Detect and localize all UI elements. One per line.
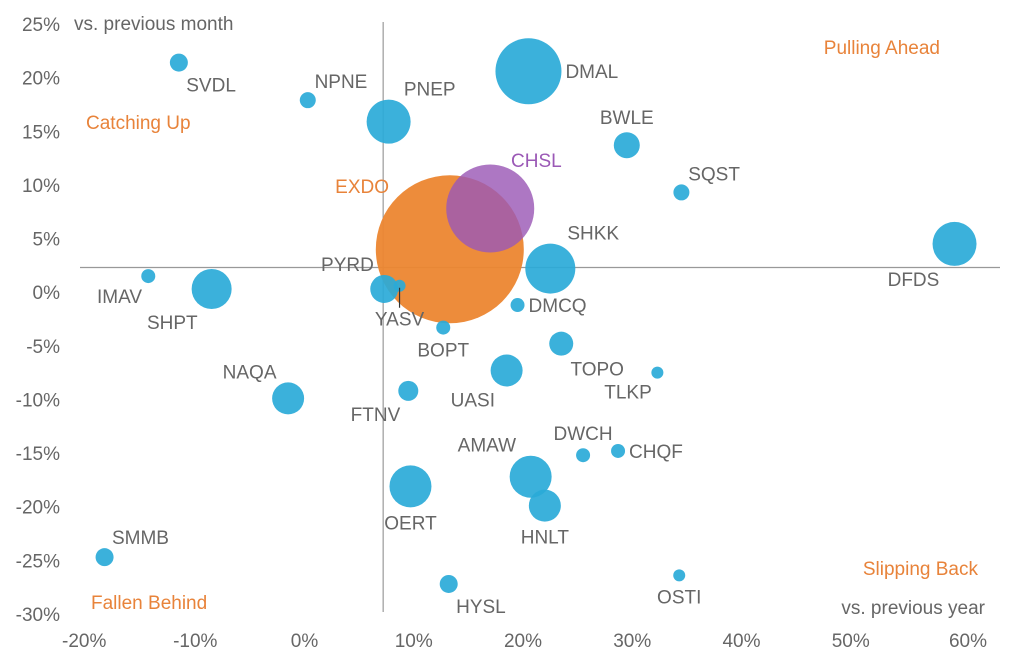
y-tick-label: -30%	[16, 605, 60, 626]
y-tick-label: -25%	[16, 551, 60, 572]
label-topo: TOPO	[570, 360, 624, 381]
point-dfds	[932, 221, 977, 266]
point-tlkp	[651, 366, 664, 379]
x-tick-label: 60%	[949, 631, 987, 652]
point-oert	[389, 465, 432, 508]
label-exdo: EXDO	[335, 177, 389, 198]
y-tick-label: -20%	[16, 498, 60, 519]
label-oert: OERT	[384, 513, 437, 534]
point-sqst	[673, 184, 690, 201]
x-axis-ticks: -20% -10% 0% 10% 20% 30% 40% 50% 60%	[62, 631, 987, 652]
point-amaw	[509, 455, 552, 498]
label-npne: NPNE	[315, 72, 368, 93]
x-tick-label: 10%	[395, 631, 433, 652]
label-amaw: AMAW	[458, 436, 516, 457]
label-uasi: UASI	[451, 390, 495, 411]
label-naqa: NAQA	[223, 362, 277, 383]
point-shkk	[525, 243, 576, 294]
label-svdl: SVDL	[186, 76, 236, 97]
label-shkk: SHKK	[567, 224, 619, 245]
y-tick-label: 10%	[22, 176, 60, 197]
label-tlkp: TLKP	[604, 383, 652, 404]
point-naqa	[272, 382, 305, 415]
x-tick-label: 50%	[832, 631, 870, 652]
y-tick-label: -10%	[16, 390, 60, 411]
label-chqf: CHQF	[629, 442, 683, 463]
point-yasv	[393, 279, 406, 292]
quadrant-label-bottom-left: Fallen Behind	[91, 593, 207, 614]
point-hysl	[439, 574, 458, 593]
quadrant-label-bottom-right: Slipping Back	[863, 559, 979, 580]
label-hysl: HYSL	[456, 597, 506, 618]
label-osti: OSTI	[657, 587, 701, 608]
quadrant-label-top-right: Pulling Ahead	[824, 38, 940, 59]
point-shpt	[191, 268, 232, 309]
label-dmcq: DMCQ	[529, 296, 587, 317]
point-topo	[549, 331, 574, 356]
point-dwch	[576, 448, 591, 463]
point-svdl	[169, 53, 188, 72]
x-tick-label: -10%	[173, 631, 217, 652]
point-npne	[299, 92, 316, 109]
label-dwch: DWCH	[554, 424, 613, 445]
x-tick-label: 30%	[613, 631, 651, 652]
label-yasv: YASV	[375, 310, 425, 331]
label-imav: IMAV	[97, 287, 142, 308]
label-ftnv: FTNV	[351, 405, 401, 426]
y-axis-ticks: 25% 20% 15% 10% 5% 0% -5% -10% -15% -20% -25% -30%	[16, 15, 60, 626]
label-dfds: DFDS	[888, 270, 940, 291]
x-tick-label: 20%	[504, 631, 542, 652]
point-hnlt	[528, 489, 561, 522]
point-chsl	[446, 164, 535, 253]
label-shpt: SHPT	[147, 313, 198, 334]
point-uasi	[490, 354, 523, 387]
x-axis-label: vs. previous year	[841, 598, 985, 619]
data-labels: SVDL NPNE PNEP DMAL BWLE SQST EXDO CHSL SHKK DFDS…	[97, 62, 939, 618]
y-tick-label: 25%	[22, 15, 60, 36]
label-pnep: PNEP	[404, 80, 456, 101]
label-dmal: DMAL	[565, 62, 618, 83]
point-pyrd	[370, 274, 399, 303]
y-axis-label: vs. previous month	[74, 14, 233, 35]
point-dmcq	[510, 298, 525, 313]
data-points	[95, 38, 977, 593]
y-tick-label: 0%	[33, 283, 61, 304]
label-bopt: BOPT	[417, 341, 469, 362]
label-bwle: BWLE	[600, 108, 654, 129]
label-chsl: CHSL	[511, 151, 562, 172]
point-bwle	[613, 132, 640, 159]
y-tick-label: 15%	[22, 122, 60, 143]
point-imav	[141, 269, 156, 284]
x-tick-label: -20%	[62, 631, 106, 652]
x-tick-label: 40%	[722, 631, 760, 652]
point-ftnv	[398, 380, 419, 401]
y-tick-label: 5%	[33, 230, 61, 251]
label-pyrd: PYRD	[321, 255, 374, 276]
label-smmb: SMMB	[112, 528, 169, 549]
point-bopt	[436, 320, 451, 335]
y-tick-label: -15%	[16, 444, 60, 465]
point-smmb	[95, 548, 114, 567]
quadrant-label-top-left: Catching Up	[86, 113, 191, 134]
label-hnlt: HNLT	[521, 528, 570, 549]
y-tick-label: 20%	[22, 69, 60, 90]
point-osti	[673, 569, 686, 582]
point-pnep	[366, 99, 411, 144]
point-dmal	[495, 38, 562, 105]
x-tick-label: 0%	[291, 631, 319, 652]
point-chqf	[611, 443, 626, 458]
label-sqst: SQST	[688, 164, 740, 185]
y-tick-label: -5%	[26, 337, 60, 358]
